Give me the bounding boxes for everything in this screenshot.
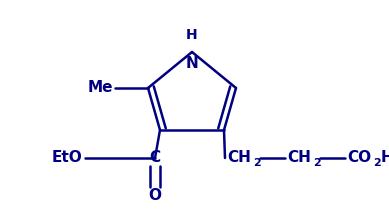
Text: O: O	[149, 188, 161, 202]
Text: CO: CO	[347, 151, 371, 165]
Text: 2: 2	[313, 158, 321, 168]
Text: 2: 2	[373, 158, 381, 168]
Text: H: H	[186, 28, 198, 42]
Text: CH: CH	[227, 151, 251, 165]
Text: 2: 2	[253, 158, 261, 168]
Text: N: N	[186, 56, 198, 71]
Text: Me: Me	[88, 81, 113, 95]
Text: EtO: EtO	[51, 151, 82, 165]
Text: H: H	[381, 151, 389, 165]
Text: C: C	[149, 151, 161, 165]
Text: CH: CH	[287, 151, 311, 165]
